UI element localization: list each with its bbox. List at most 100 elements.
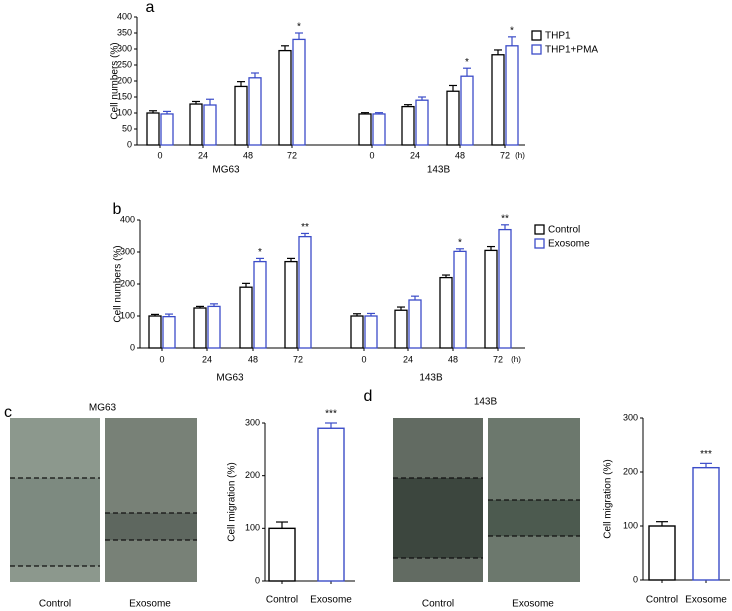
legend-swatch <box>531 44 542 55</box>
bar <box>203 104 217 146</box>
y-tick-label: 0 <box>255 575 260 585</box>
bar <box>358 113 372 146</box>
bar <box>364 315 378 349</box>
bar <box>239 286 253 349</box>
legend-label: THP1+PMA <box>545 45 598 56</box>
micrograph-label: Control <box>39 599 71 610</box>
group-label: 143B <box>419 373 443 384</box>
x-tick-label: 0 <box>159 354 164 364</box>
bar <box>350 315 364 349</box>
bar <box>498 228 512 349</box>
y-tick-label: 100 <box>623 520 638 530</box>
y-tick-label: 200 <box>245 470 260 480</box>
significance: ** <box>301 222 309 233</box>
bar <box>146 112 160 146</box>
bar <box>193 307 207 349</box>
micrograph <box>105 418 197 582</box>
x-tick-label: 0 <box>361 354 366 364</box>
y-axis-label: Cell numbers (%) <box>110 42 121 119</box>
y-axis-label: Cell migration (%) <box>603 459 614 538</box>
bar <box>148 315 162 349</box>
micrograph-label: Control <box>422 599 454 610</box>
micrograph-label: Exosome <box>512 599 554 610</box>
bar <box>401 105 415 146</box>
significance: ** <box>501 213 509 224</box>
bar <box>189 103 203 146</box>
bar <box>162 315 176 349</box>
x-tick-label: 48 <box>448 354 458 364</box>
y-tick-label: 200 <box>623 466 638 476</box>
x-tick-label: 48 <box>243 150 253 160</box>
bar <box>292 38 306 146</box>
legend-swatch <box>534 238 545 249</box>
bar <box>268 527 296 582</box>
bar <box>248 77 262 146</box>
bar <box>160 113 174 146</box>
panel-letter: b <box>113 201 122 218</box>
cell-layer <box>10 566 100 582</box>
bar <box>253 260 267 349</box>
legend-label: Exosome <box>548 239 590 250</box>
bar <box>298 235 312 349</box>
bar <box>439 276 453 349</box>
cell-layer <box>393 418 483 478</box>
y-axis-label: Cell numbers (%) <box>113 245 124 322</box>
bar <box>446 90 460 146</box>
micrograph-title: 143B <box>474 397 498 408</box>
bar <box>415 99 429 146</box>
y-tick-label: 0 <box>633 574 638 584</box>
cell-layer <box>488 418 580 500</box>
y-tick-label: 0 <box>130 342 135 352</box>
x-tick-label: 24 <box>403 354 413 364</box>
x-tick-label: 0 <box>157 150 162 160</box>
bar <box>317 427 345 582</box>
bar <box>692 466 720 581</box>
y-tick-label: 250 <box>117 59 132 69</box>
bar <box>453 250 467 349</box>
panel-letter: c <box>4 404 12 421</box>
significance: * <box>458 237 462 248</box>
cell-layer <box>488 536 580 582</box>
cell-layer <box>105 418 197 513</box>
x-tick-label: 24 <box>198 150 208 160</box>
cell-layer <box>10 418 100 478</box>
y-tick-label: 150 <box>117 91 132 101</box>
micrograph <box>10 418 100 582</box>
legend-swatch <box>531 30 542 41</box>
y-tick-label: 300 <box>245 417 260 427</box>
y-tick-label: 200 <box>117 75 132 85</box>
bar <box>505 45 519 146</box>
panel-letter: a <box>146 0 155 16</box>
bar <box>372 113 386 146</box>
group-label: 143B <box>427 165 451 176</box>
legend-label: Control <box>548 225 580 236</box>
x-tick-label: 72 <box>293 354 303 364</box>
x-tick-label: 72 <box>493 354 503 364</box>
panel-letter: d <box>364 388 373 405</box>
bar <box>234 85 248 146</box>
bar <box>648 525 676 581</box>
y-tick-label: 300 <box>120 246 135 256</box>
cell-layer <box>393 558 483 582</box>
x-unit: (h) <box>515 151 525 160</box>
bar <box>484 249 498 349</box>
y-tick-label: 50 <box>122 123 132 133</box>
group-label: MG63 <box>216 373 244 384</box>
x-tick-label: Exosome <box>310 595 352 606</box>
micrograph <box>393 418 483 582</box>
y-tick-label: 100 <box>245 523 260 533</box>
bar <box>207 305 221 349</box>
x-tick-label: 48 <box>455 150 465 160</box>
x-unit: (h) <box>511 355 521 364</box>
x-tick-label: 72 <box>287 150 297 160</box>
legend-swatch <box>534 224 545 235</box>
legend-label: THP1 <box>545 31 571 42</box>
significance: * <box>510 25 514 36</box>
bar <box>408 299 422 349</box>
x-tick-label: 24 <box>202 354 212 364</box>
x-tick-label: 0 <box>369 150 374 160</box>
y-tick-label: 350 <box>117 27 132 37</box>
y-tick-label: 0 <box>127 139 132 149</box>
bar <box>278 49 292 146</box>
